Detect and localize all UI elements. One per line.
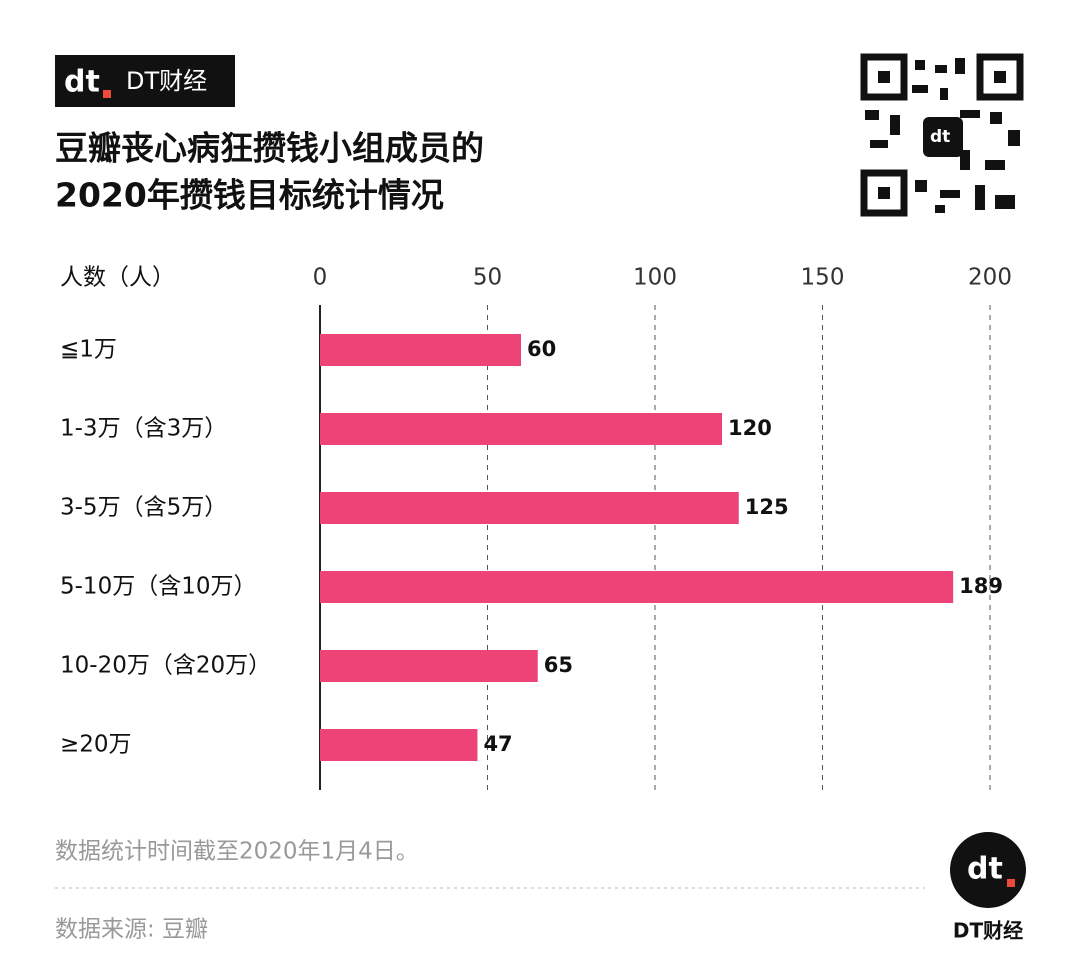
category-label: ≦1万 [60, 337, 117, 363]
qr-code: dt [860, 53, 1024, 217]
logo-circle [950, 832, 1026, 908]
x-tick-label: 200 [968, 265, 1012, 291]
logo-dot [1007, 879, 1015, 887]
category-label: 5-10万（含10万） [60, 574, 256, 600]
brand-text: DT财经 [126, 67, 207, 95]
svg-text:dt: dt [930, 127, 950, 147]
bar [320, 413, 722, 445]
source: 数据来源: 豆瓣 [55, 917, 208, 943]
logo-icon: dt [967, 852, 1003, 887]
bar [320, 729, 478, 761]
bar [320, 334, 521, 366]
brand-box [55, 55, 235, 107]
value-label: 189 [959, 574, 1003, 598]
x-tick-label: 0 [313, 265, 328, 291]
x-tick-label: 150 [801, 265, 845, 291]
category-label: 10-20万（含20万） [60, 653, 271, 679]
value-label: 60 [527, 337, 556, 361]
category-label: 1-3万（含3万） [60, 416, 227, 442]
brand-dot [103, 90, 111, 98]
value-label: 120 [728, 416, 772, 440]
x-tick-label: 100 [633, 265, 677, 291]
brand-icon: dt [64, 65, 100, 100]
footnote: 数据统计时间截至2020年1月4日。 [55, 839, 419, 865]
bar [320, 492, 739, 524]
x-tick-label: 50 [473, 265, 502, 291]
axis-label: 人数（人） [60, 265, 175, 291]
category-label: 3-5万（含5万） [60, 495, 227, 521]
value-label: 125 [745, 495, 789, 519]
category-label: ≥20万 [60, 732, 132, 758]
logo-text: DT财经 [953, 919, 1023, 943]
bar [320, 571, 954, 603]
value-label: 65 [544, 653, 573, 677]
title-line: 2020年攒钱目标统计情况 [55, 176, 444, 215]
bar [320, 650, 538, 682]
title-line: 豆瓣丧心病狂攒钱小组成员的 [55, 129, 484, 168]
value-label: 47 [483, 732, 512, 756]
